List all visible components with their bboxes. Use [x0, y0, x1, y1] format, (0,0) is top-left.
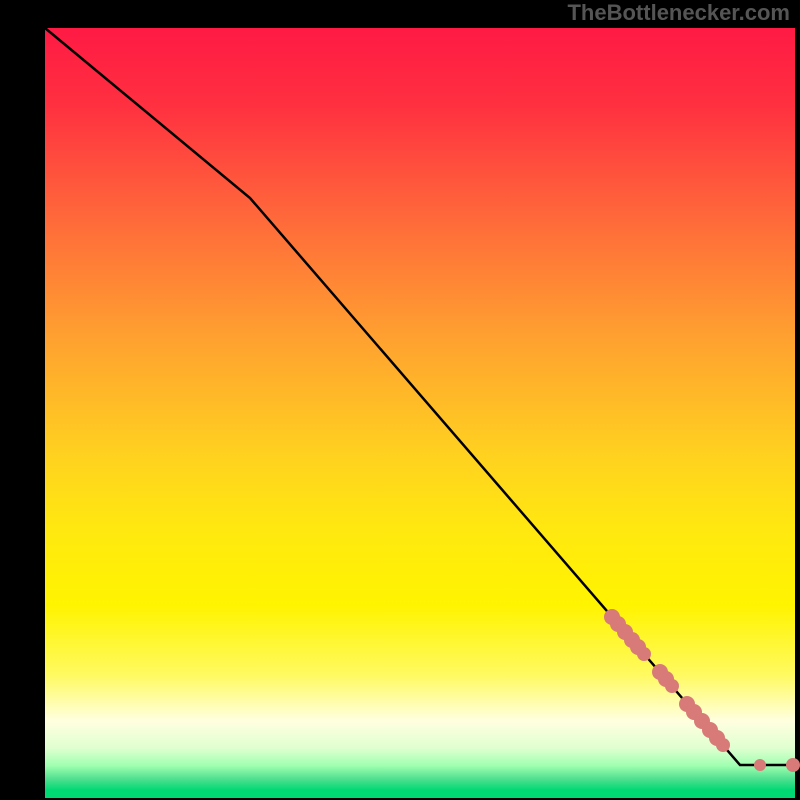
chart-plot-background [45, 28, 795, 798]
chart-container: TheBottlenecker.com [0, 0, 800, 800]
chart-marker [637, 647, 651, 661]
watermark-text: TheBottlenecker.com [567, 0, 790, 26]
chart-marker [786, 758, 800, 772]
bottleneck-chart [0, 0, 800, 800]
chart-marker [716, 738, 730, 752]
chart-marker [665, 679, 679, 693]
chart-marker [754, 759, 766, 771]
